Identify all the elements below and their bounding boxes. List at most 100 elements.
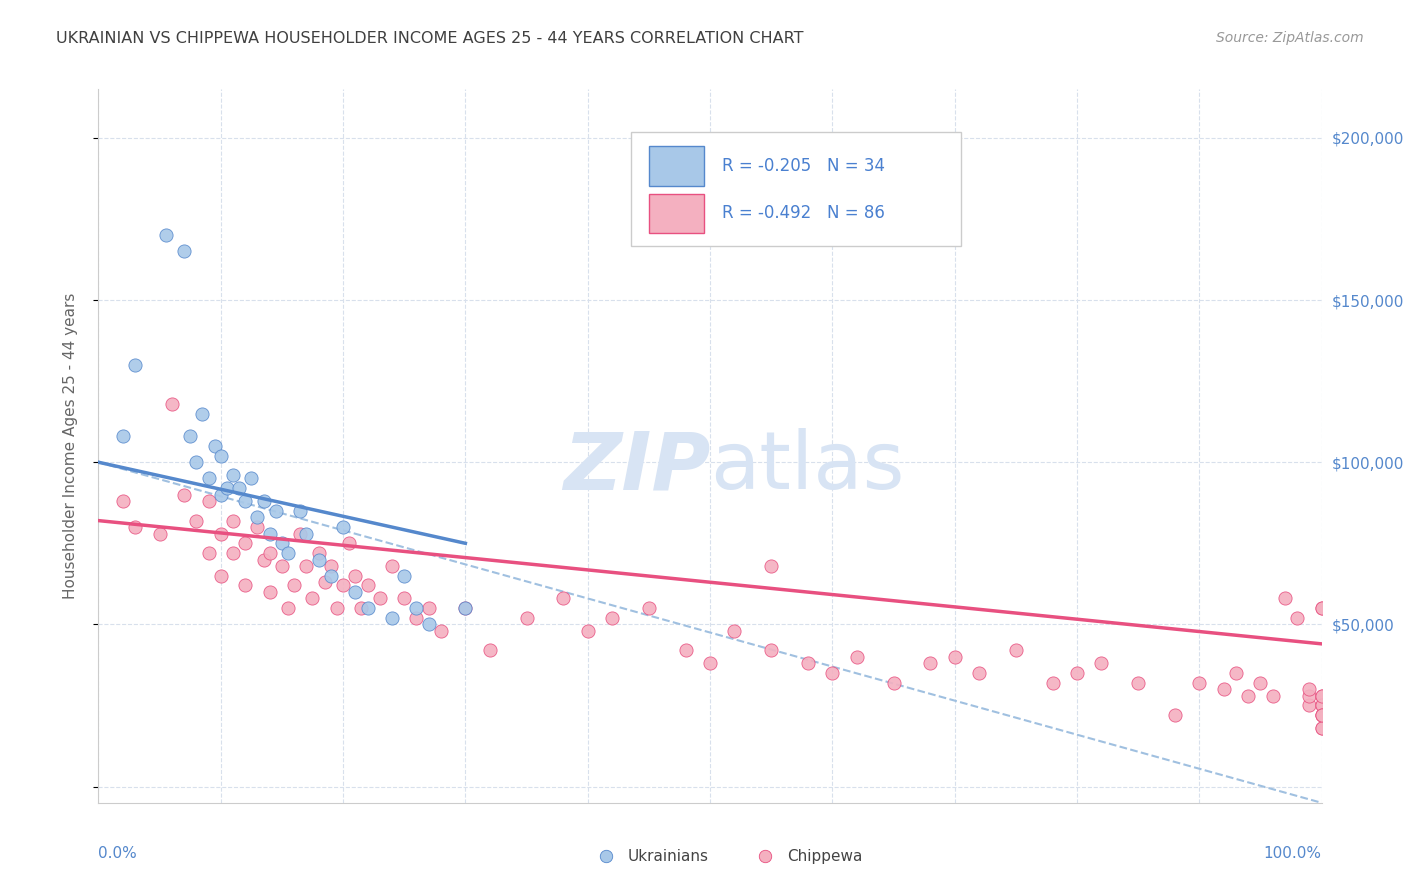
Point <box>454 601 477 615</box>
Point <box>1310 601 1333 615</box>
Point <box>264 504 287 518</box>
Point <box>1212 682 1234 697</box>
Point <box>124 520 146 534</box>
Point <box>883 675 905 690</box>
FancyBboxPatch shape <box>650 194 704 234</box>
FancyBboxPatch shape <box>630 132 960 246</box>
Text: 100.0%: 100.0% <box>1264 846 1322 861</box>
Point <box>197 471 219 485</box>
Point <box>252 552 274 566</box>
Point <box>1188 675 1211 690</box>
Point <box>1164 708 1187 723</box>
Point <box>1310 721 1333 735</box>
Point <box>186 455 208 469</box>
Point <box>277 601 299 615</box>
Point <box>283 578 305 592</box>
Point <box>699 657 721 671</box>
Point <box>332 578 354 592</box>
Point <box>553 591 575 606</box>
Point <box>1310 698 1333 713</box>
Point <box>1090 657 1112 671</box>
Point <box>1310 698 1333 713</box>
Point <box>209 488 232 502</box>
Point <box>295 559 318 574</box>
Point <box>124 358 146 372</box>
Point <box>1310 708 1333 723</box>
Point <box>1042 675 1064 690</box>
Point <box>405 601 427 615</box>
Text: Source: ZipAtlas.com: Source: ZipAtlas.com <box>1216 31 1364 45</box>
Point <box>392 568 416 582</box>
Point <box>173 488 195 502</box>
Point <box>797 657 820 671</box>
Point <box>233 578 256 592</box>
Point <box>240 471 263 485</box>
Point <box>173 244 195 259</box>
Point <box>270 536 294 550</box>
Point <box>332 520 354 534</box>
Point <box>845 649 868 664</box>
Point <box>319 568 342 582</box>
Point <box>259 585 281 599</box>
Point <box>246 510 269 524</box>
Point <box>943 649 966 664</box>
Point <box>821 666 844 681</box>
Point <box>233 536 256 550</box>
Point <box>308 546 330 560</box>
Point <box>1261 689 1284 703</box>
Point <box>197 494 219 508</box>
Point <box>381 559 404 574</box>
Point <box>356 601 378 615</box>
Point <box>761 643 783 657</box>
Point <box>215 481 238 495</box>
Point <box>149 526 172 541</box>
Point <box>430 624 453 638</box>
Point <box>111 429 134 443</box>
Point <box>454 601 477 615</box>
Point <box>515 611 537 625</box>
Point <box>381 611 404 625</box>
Point <box>319 559 342 574</box>
Point <box>600 611 623 625</box>
Point <box>246 520 269 534</box>
Text: R = -0.492   N = 86: R = -0.492 N = 86 <box>723 204 886 222</box>
Point <box>295 526 318 541</box>
Point <box>1274 591 1296 606</box>
Point <box>204 439 226 453</box>
Point <box>1225 666 1247 681</box>
Point <box>270 559 294 574</box>
Point <box>1310 708 1333 723</box>
Point <box>290 526 312 541</box>
Text: UKRAINIAN VS CHIPPEWA HOUSEHOLDER INCOME AGES 25 - 44 YEARS CORRELATION CHART: UKRAINIAN VS CHIPPEWA HOUSEHOLDER INCOME… <box>56 31 804 46</box>
Point <box>478 643 501 657</box>
Point <box>222 546 245 560</box>
Point <box>1310 601 1333 615</box>
Point <box>1298 682 1320 697</box>
Y-axis label: Householder Income Ages 25 - 44 years: Householder Income Ages 25 - 44 years <box>63 293 77 599</box>
Point <box>344 568 367 582</box>
Point <box>418 617 440 632</box>
Point <box>160 397 183 411</box>
Point <box>723 624 745 638</box>
Point <box>197 546 219 560</box>
Point <box>209 526 232 541</box>
Point <box>1237 689 1260 703</box>
Point <box>967 666 990 681</box>
Point <box>405 611 427 625</box>
Point <box>308 552 330 566</box>
Point <box>259 526 281 541</box>
Point <box>754 780 776 794</box>
Point <box>233 494 256 508</box>
Point <box>761 559 783 574</box>
Point <box>326 601 349 615</box>
Point <box>1310 689 1333 703</box>
Point <box>222 514 245 528</box>
Point <box>155 228 177 243</box>
Point <box>228 481 250 495</box>
Point <box>259 546 281 560</box>
Point <box>350 601 373 615</box>
FancyBboxPatch shape <box>650 146 704 186</box>
Point <box>920 657 942 671</box>
Text: atlas: atlas <box>710 428 904 507</box>
Point <box>1310 721 1333 735</box>
